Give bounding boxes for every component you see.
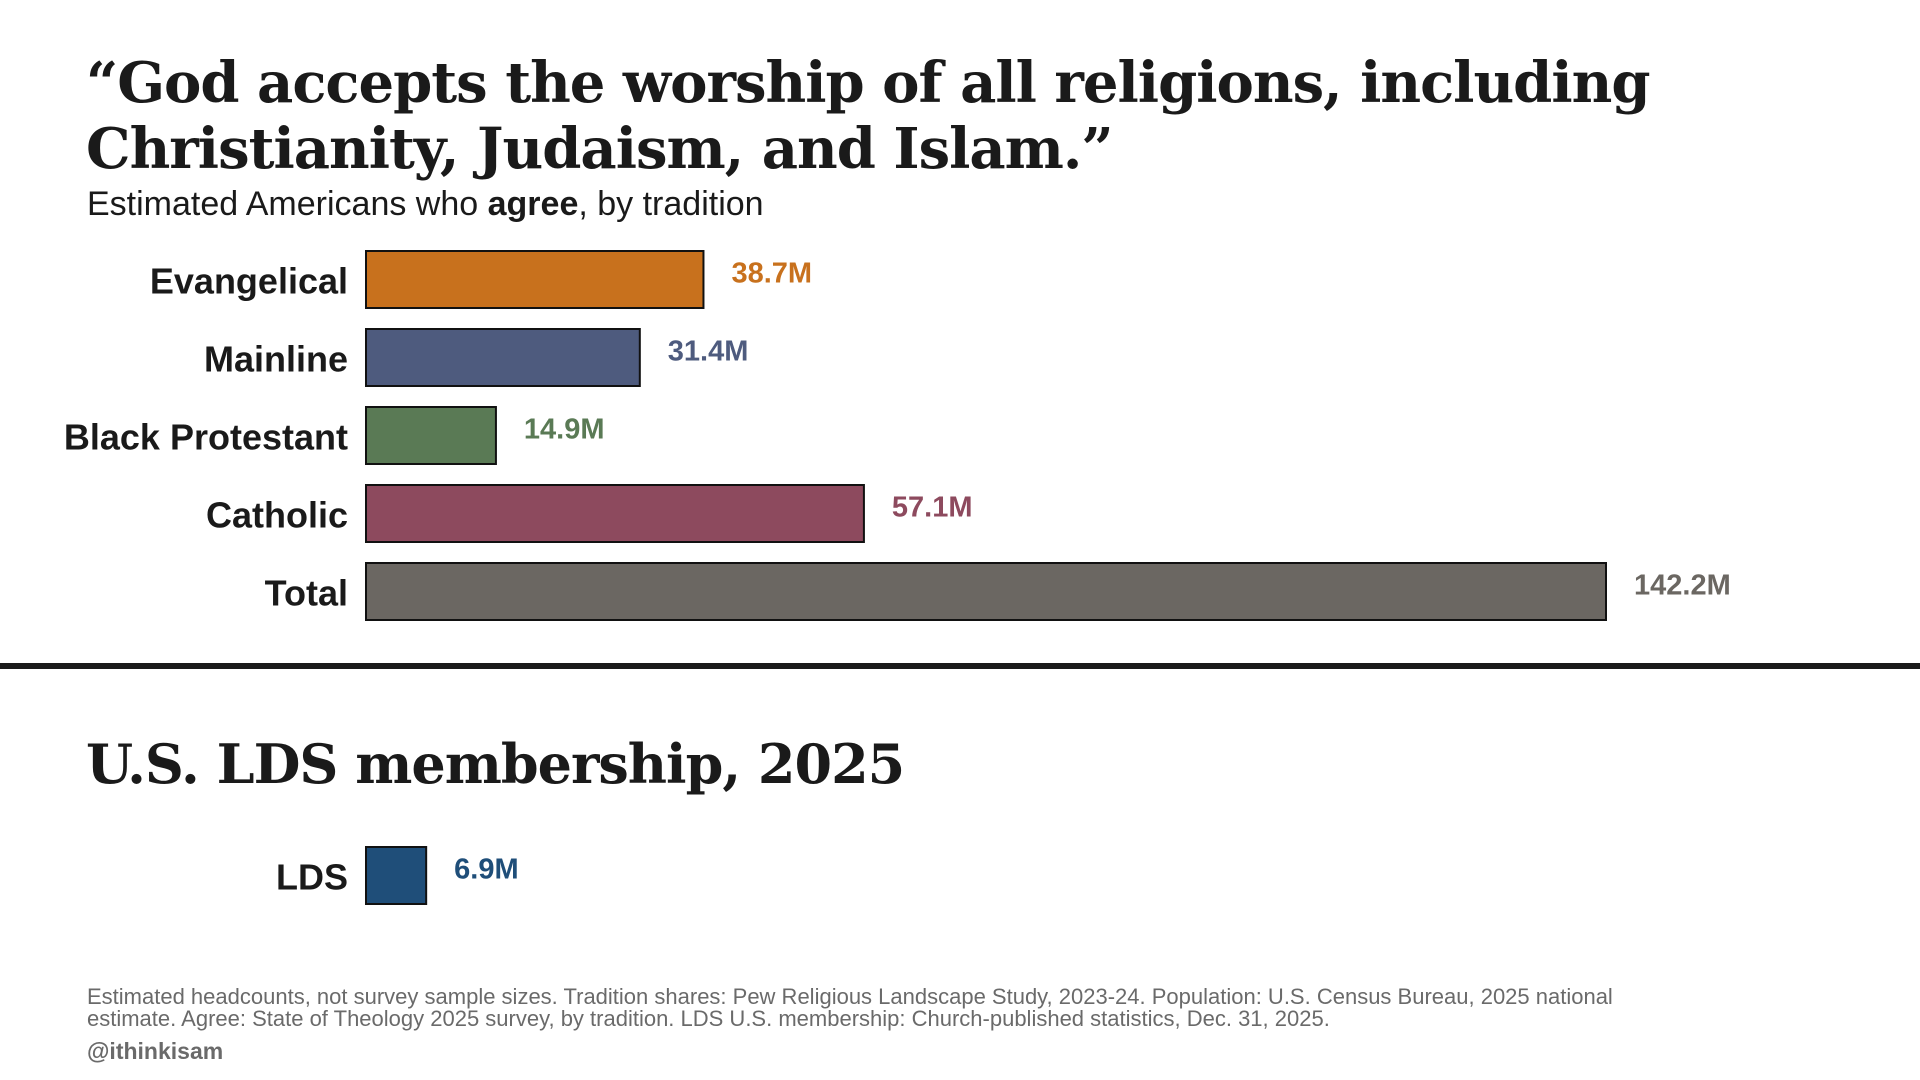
value-label-total: 142.2M bbox=[1634, 570, 1731, 602]
value-label-mainline: 31.4M bbox=[668, 336, 749, 368]
value-label-evangelical: 38.7M bbox=[731, 258, 812, 290]
source-notes-line1: Estimated headcounts, not survey sample … bbox=[87, 984, 1613, 1009]
subtitle-suffix: , by tradition bbox=[578, 185, 764, 223]
section-divider bbox=[0, 663, 1920, 669]
category-label-evangelical: Evangelical bbox=[150, 261, 348, 302]
chart-subtitle: Estimated Americans who agree, by tradit… bbox=[87, 184, 764, 224]
bar-mainline bbox=[365, 328, 641, 387]
bar-total bbox=[365, 562, 1607, 621]
category-label-catholic: Catholic bbox=[206, 495, 348, 536]
category-label-total: Total bbox=[265, 573, 348, 614]
subtitle-prefix: Estimated Americans who bbox=[87, 185, 488, 223]
bar-black-protestant bbox=[365, 406, 497, 465]
chart-title: “God accepts the worship of all religion… bbox=[86, 50, 1650, 182]
bar-catholic bbox=[365, 484, 865, 543]
bar-lds bbox=[365, 846, 428, 905]
source-notes-line2: estimate. Agree: State of Theology 2025 … bbox=[87, 1006, 1330, 1031]
author-handle: @ithinkisam bbox=[87, 1038, 224, 1064]
value-label-black-protestant: 14.9M bbox=[524, 414, 605, 446]
bar-evangelical bbox=[365, 250, 705, 309]
value-label-lds: 6.9M bbox=[454, 854, 518, 886]
source-notes: Estimated headcounts, not survey sample … bbox=[87, 986, 1807, 1030]
subtitle-emphasis: agree bbox=[487, 185, 579, 223]
tradition-bar-chart: Evangelical 38.7M Mainline 31.4M Black Prote… bbox=[64, 250, 1731, 621]
category-label-mainline: Mainline bbox=[204, 339, 348, 380]
category-label-black-protestant: Black Protestant bbox=[64, 417, 348, 458]
value-label-catholic: 57.1M bbox=[892, 492, 973, 524]
category-label-lds: LDS bbox=[276, 857, 348, 898]
lds-chart-title: U.S. LDS membership, 2025 bbox=[86, 732, 905, 796]
